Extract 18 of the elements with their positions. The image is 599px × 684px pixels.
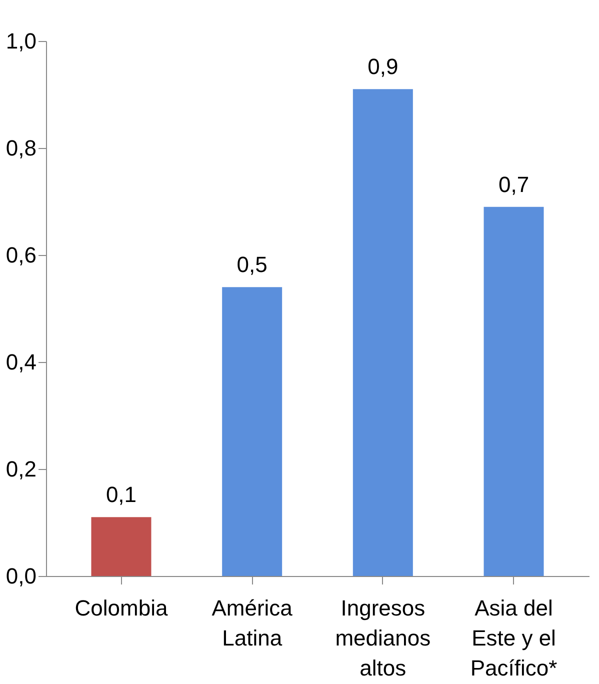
x-tick-label: Colombia <box>74 596 168 620</box>
y-tick-label: 1,0 <box>6 28 36 54</box>
data-label: 0,7 <box>498 172 530 197</box>
bar <box>91 517 152 576</box>
y-tick-label: 0,6 <box>6 242 36 268</box>
data-label: 0,9 <box>368 54 398 80</box>
y-tick-label: 0,2 <box>6 456 36 482</box>
x-tick-label: América Latina <box>212 596 294 650</box>
data-label: 0,1 <box>106 482 137 508</box>
bar <box>484 206 544 576</box>
x-tick-label: Asia del Este y el Pacífico* <box>470 596 558 680</box>
bar <box>222 287 282 576</box>
y-tick-label: 0,8 <box>6 136 36 160</box>
bar <box>352 89 413 576</box>
data-label: 0,5 <box>236 252 268 278</box>
y-tick-label: 0,4 <box>6 350 36 374</box>
x-tick-label: Ingresos medianos altos <box>335 596 431 680</box>
y-tick-label: 0,0 <box>6 564 36 588</box>
